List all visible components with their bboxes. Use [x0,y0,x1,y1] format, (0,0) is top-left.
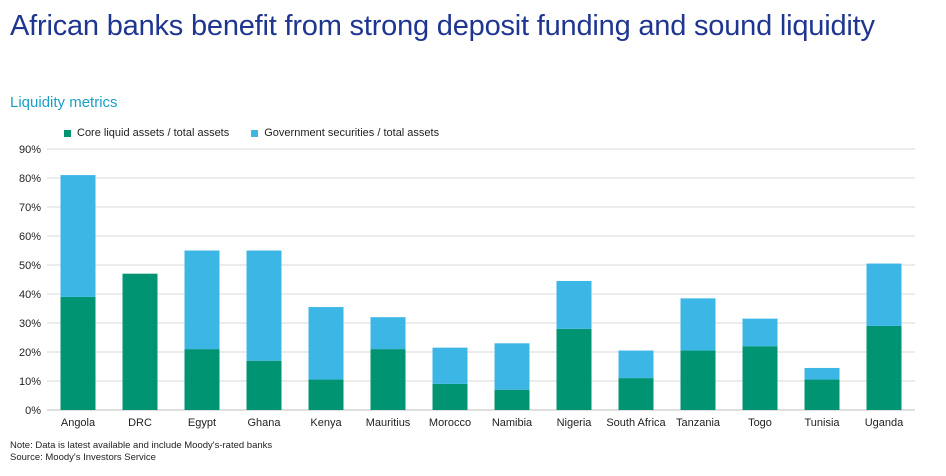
y-tick-label: 50% [19,260,41,272]
legend-item-core-liquid: Core liquid assets / total assets [64,127,229,139]
bar-government-securities [246,250,282,361]
bar-core-liquid [184,349,220,410]
bar-government-securities [184,250,220,350]
x-tick-label: Morocco [429,417,471,429]
bar-core-liquid [742,346,778,410]
y-tick-label: 60% [19,231,41,243]
page-title: African banks benefit from strong deposi… [10,10,875,42]
bar-core-liquid [680,350,716,410]
bar-government-securities [556,280,592,329]
bar-core-liquid [370,349,406,410]
legend-item-government-securities: Government securities / total assets [251,127,439,139]
x-tick-label: Namibia [492,417,533,429]
legend-label-government-securities: Government securities / total assets [264,127,440,139]
bar-government-securities [618,350,654,379]
x-tick-label: Mauritius [366,417,411,429]
legend-swatch-core-liquid [64,129,71,137]
y-tick-label: 90% [19,144,41,156]
bar-government-securities [804,367,840,380]
y-tick-label: 10% [19,376,41,388]
y-tick-label: 0% [25,405,41,417]
bar-core-liquid [60,296,96,410]
bar-government-securities [866,263,902,326]
x-tick-label: Tunisia [804,417,840,429]
bar-core-liquid [618,378,654,410]
x-tick-label: Kenya [310,417,342,429]
x-tick-label: Angola [61,417,96,429]
y-tick-label: 70% [19,202,41,214]
bar-core-liquid [432,383,468,410]
bar-government-securities [60,175,96,297]
bar-government-securities [742,318,778,347]
bar-core-liquid [556,328,592,410]
bar-government-securities [494,343,530,390]
footnote: Note: Data is latest available and inclu… [10,440,272,464]
chart-legend: Core liquid assets / total assets Govern… [64,127,439,139]
x-tick-label: Togo [748,417,772,429]
x-tick-label: Nigeria [557,417,593,429]
bar-core-liquid [804,379,840,410]
x-tick-label: Ghana [247,417,281,429]
y-tick-label: 20% [19,347,41,359]
source-text: Source: Moody's Investors Service [10,452,156,463]
bar-government-securities [432,347,468,384]
chart-subtitle: Liquidity metrics [10,94,118,111]
x-tick-label: Egypt [188,417,216,429]
y-tick-label: 30% [19,318,41,330]
bar-core-liquid [494,389,530,410]
bar-core-liquid [246,360,282,410]
bar-core-liquid [866,325,902,410]
x-tick-label: Uganda [865,417,904,429]
x-tick-label: Tanzania [676,417,721,429]
y-tick-label: 80% [19,173,41,185]
bar-government-securities [370,317,406,350]
x-tick-label: DRC [128,417,152,429]
x-tick-label: South Africa [606,417,666,429]
bar-government-securities [680,298,716,351]
bar-core-liquid [122,273,158,410]
bar-chart: 0% 10% 20% 30% 40% 50% 60% 70% 80% 90% Angola DRC Eg… [19,144,915,429]
note-text: Note: Data is latest available and inclu… [10,440,273,451]
legend-label-core-liquid: Core liquid assets / total assets [77,127,230,139]
legend-swatch-government-securities [251,129,259,137]
bar-core-liquid [308,379,344,410]
bar-government-securities [308,307,344,380]
y-tick-label: 40% [19,289,41,301]
